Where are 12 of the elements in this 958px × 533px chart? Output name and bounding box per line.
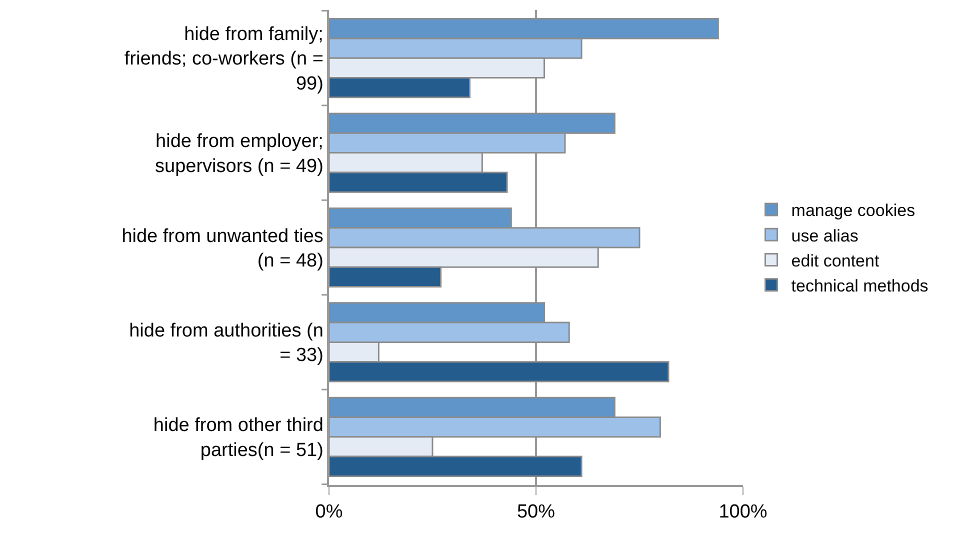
y-tick-label: hide from employer; supervisors (n = 49) bbox=[155, 131, 324, 177]
x-tick-label: 50% bbox=[516, 502, 556, 523]
y-tick-label: hide from unwanted ties (n = 48) bbox=[122, 226, 324, 272]
y-tick-label: hide from other third parties(n = 51) bbox=[153, 415, 324, 461]
y-tick-label: hide from family; friends; co-workers (n = 99) bbox=[124, 24, 324, 94]
legend-label: edit content bbox=[791, 251, 880, 270]
x-tick-label: 0% bbox=[315, 502, 343, 523]
legend-label: use alias bbox=[791, 226, 858, 246]
legend-label: technical methods bbox=[791, 276, 928, 296]
y-tick-label: hide from authorities (n = 33) bbox=[129, 320, 324, 366]
x-tick-label: 100% bbox=[718, 502, 768, 523]
legend-label: manage cookies bbox=[791, 201, 916, 220]
